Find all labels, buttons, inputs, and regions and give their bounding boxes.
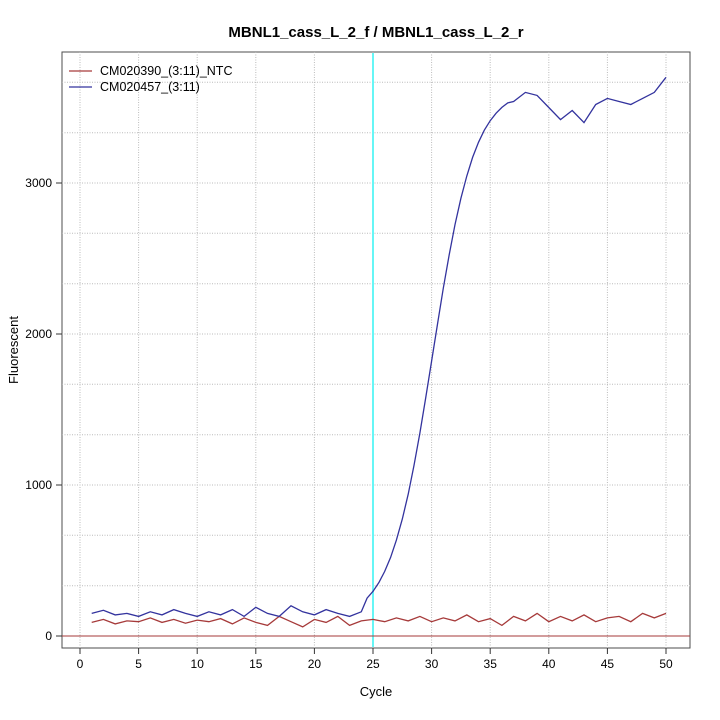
svg-text:CM020390_(3:11)_NTC: CM020390_(3:11)_NTC	[100, 64, 232, 78]
svg-text:10: 10	[191, 657, 205, 671]
svg-text:40: 40	[542, 657, 556, 671]
svg-text:5: 5	[135, 657, 142, 671]
svg-text:MBNL1_cass_L_2_f / MBNL1_cass_: MBNL1_cass_L_2_f / MBNL1_cass_L_2_r	[228, 24, 523, 41]
svg-text:45: 45	[601, 657, 615, 671]
svg-text:15: 15	[249, 657, 263, 671]
svg-text:20: 20	[308, 657, 322, 671]
svg-text:0: 0	[45, 629, 52, 643]
svg-text:50: 50	[659, 657, 673, 671]
svg-text:2000: 2000	[25, 327, 52, 341]
svg-text:Fluorescent: Fluorescent	[6, 316, 21, 384]
svg-text:CM020457_(3:11): CM020457_(3:11)	[100, 80, 200, 94]
svg-text:35: 35	[484, 657, 498, 671]
svg-text:Cycle: Cycle	[360, 684, 393, 699]
svg-text:1000: 1000	[25, 478, 52, 492]
svg-text:3000: 3000	[25, 176, 52, 190]
svg-text:25: 25	[366, 657, 380, 671]
svg-text:30: 30	[425, 657, 439, 671]
svg-text:0: 0	[77, 657, 84, 671]
